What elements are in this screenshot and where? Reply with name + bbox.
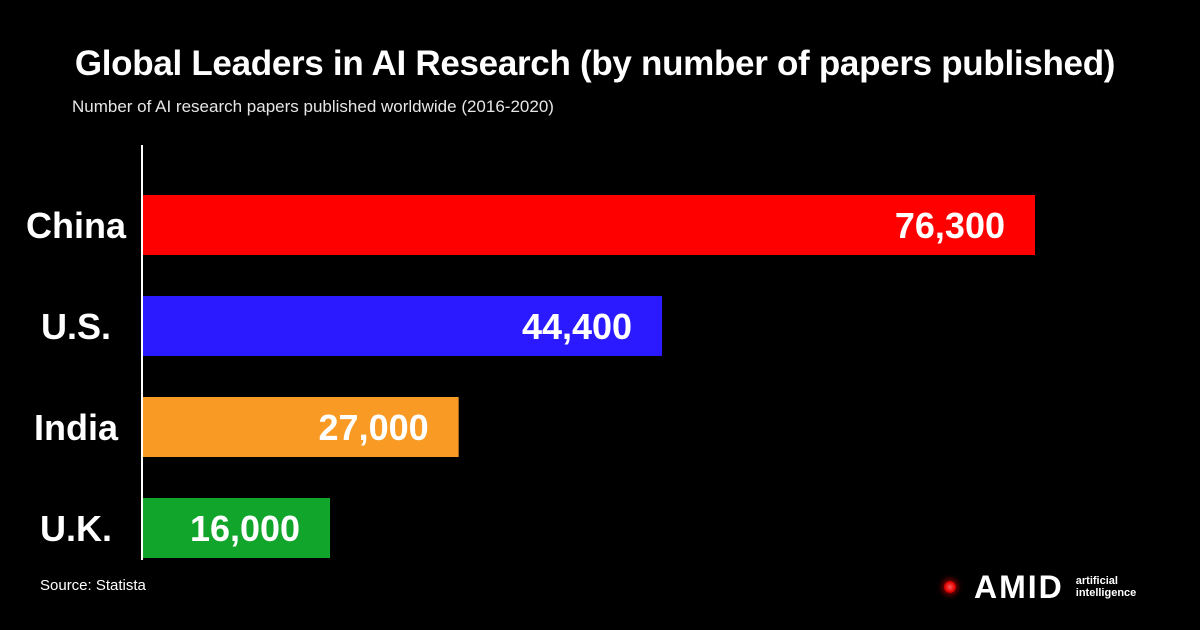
category-label: China (26, 205, 127, 246)
bar-china (143, 195, 1035, 255)
amid-logo: AMID artificial intelligence (944, 570, 1136, 604)
logo-tagline: artificial intelligence (1076, 575, 1137, 599)
value-label: 16,000 (190, 508, 300, 549)
value-label: 76,300 (895, 205, 1005, 246)
logo-dot-icon (944, 581, 956, 593)
bar-uk (143, 498, 331, 558)
chart-title: Global Leaders in AI Research (by number… (74, 44, 1116, 83)
category-label: U.K. (40, 508, 112, 549)
bar-india (143, 397, 459, 457)
logo-tagline-line-2: intelligence (1075, 587, 1137, 599)
bar-us (143, 296, 663, 356)
source-note: Source: Statista (40, 577, 146, 594)
bars-group: China 76,300 U.S. 44,400 India 27,000 U.K. 16,0… (26, 195, 1035, 558)
category-label: India (34, 407, 119, 448)
value-label: 27,000 (319, 407, 429, 448)
value-label: 44,400 (522, 306, 632, 347)
logo-wordmark: AMID (974, 569, 1064, 605)
logo-tagline-line-1: artificial (1075, 575, 1118, 587)
chart-subtitle: Number of AI research papers published w… (72, 97, 554, 116)
category-label: U.S. (41, 306, 111, 347)
